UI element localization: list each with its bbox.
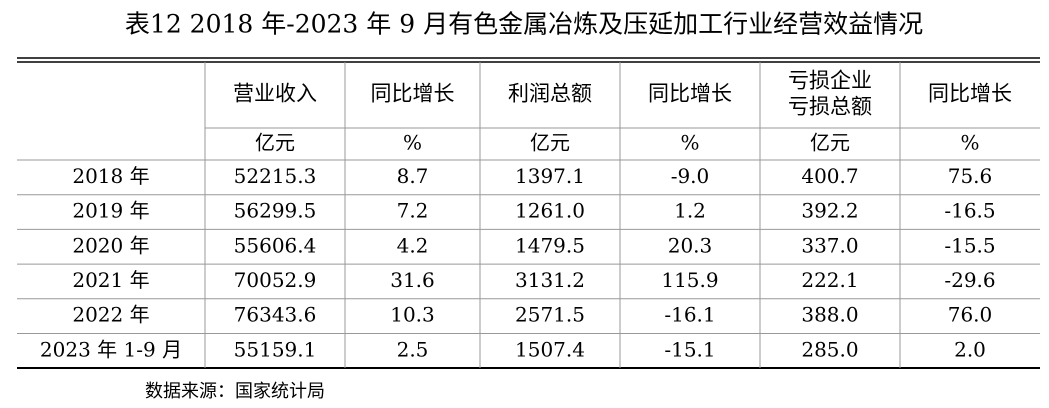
row-label: 2022 年 — [72, 303, 149, 327]
column-header: 亏损总额 — [788, 95, 872, 119]
table-cell: -9.0 — [671, 164, 710, 188]
table-cell: 400.7 — [801, 164, 858, 188]
table-cell: 52215.3 — [234, 164, 317, 188]
column-header: 亏损企业 — [788, 69, 872, 93]
column-unit: % — [403, 131, 422, 155]
table-cell: 2.0 — [954, 337, 986, 361]
column-unit: 亿元 — [810, 131, 850, 155]
table-cell: -15.1 — [664, 337, 715, 361]
table-cell: 8.7 — [397, 164, 429, 188]
column-unit: 亿元 — [255, 131, 295, 155]
table-cell: -15.5 — [944, 233, 995, 257]
column-unit: 亿元 — [530, 131, 570, 155]
table-cell: 76343.6 — [234, 303, 317, 327]
row-label: 2021 年 — [72, 268, 149, 292]
table-cell: 3131.2 — [515, 268, 585, 292]
column-unit: % — [960, 131, 979, 155]
table-cell: 388.0 — [801, 303, 858, 327]
table-cell: 10.3 — [390, 303, 435, 327]
table-cell: 31.6 — [390, 268, 435, 292]
table-cell: 76.0 — [948, 303, 993, 327]
table-cell: 2.5 — [397, 337, 429, 361]
table-cell: 1507.4 — [515, 337, 585, 361]
table-cell: 337.0 — [801, 233, 858, 257]
table-cell: 55159.1 — [234, 337, 317, 361]
table-cell: -16.1 — [664, 303, 715, 327]
column-header: 同比增长 — [371, 82, 455, 106]
table-cell: -16.5 — [944, 199, 995, 223]
table-cell: 55606.4 — [234, 233, 317, 257]
table-cell: 1397.1 — [515, 164, 585, 188]
table-cell: 56299.5 — [234, 199, 317, 223]
table-cell: 222.1 — [801, 268, 858, 292]
column-header: 同比增长 — [648, 82, 732, 106]
column-header: 营业收入 — [233, 82, 317, 106]
table-cell: 20.3 — [668, 233, 713, 257]
table-cell: 2571.5 — [515, 303, 585, 327]
table-cell: 285.0 — [801, 337, 858, 361]
table-cell: 1.2 — [674, 199, 706, 223]
table-cell: 392.2 — [801, 199, 858, 223]
table-cell: 1479.5 — [515, 233, 585, 257]
column-header: 利润总额 — [508, 82, 592, 106]
table-cell: 1261.0 — [515, 199, 585, 223]
row-label: 2019 年 — [72, 199, 149, 223]
table-cell: 75.6 — [948, 164, 993, 188]
table-cell: 70052.9 — [234, 268, 317, 292]
table-cell: -29.6 — [944, 268, 995, 292]
row-label: 2018 年 — [72, 164, 149, 188]
table-cell: 4.2 — [397, 233, 429, 257]
table-cell: 115.9 — [661, 268, 718, 292]
row-label: 2020 年 — [72, 233, 149, 257]
row-label: 2023 年 1-9 月 — [40, 337, 182, 361]
source-note: 数据来源：国家统计局 — [145, 381, 325, 402]
table-title: 表12 2018 年-2023 年 9 月有色金属冶炼及压延加工行业经营效益情况 — [125, 10, 923, 39]
table-cell: 7.2 — [397, 199, 429, 223]
column-header: 同比增长 — [928, 82, 1012, 106]
column-unit: % — [680, 131, 699, 155]
